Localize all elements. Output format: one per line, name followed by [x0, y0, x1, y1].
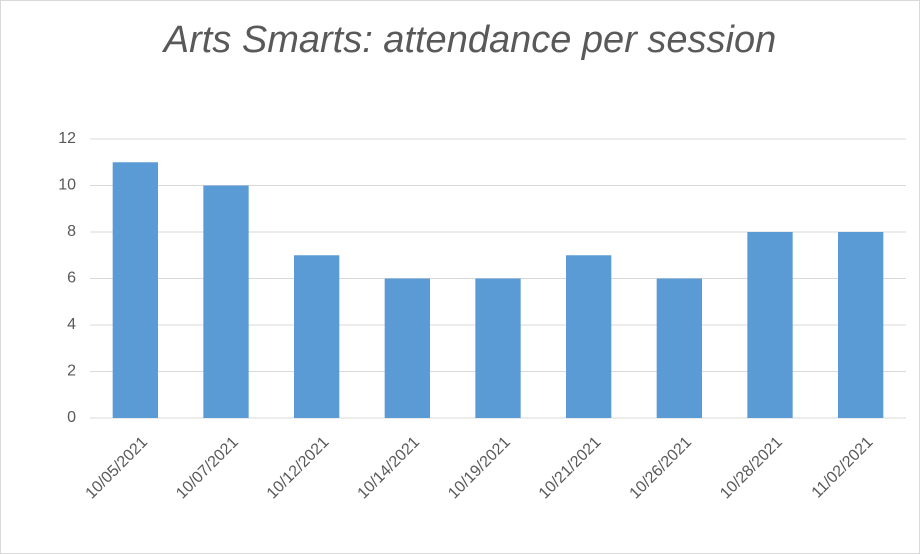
y-tick-label: 2 — [67, 363, 76, 380]
bar — [747, 232, 793, 418]
bar — [203, 185, 249, 418]
bar — [112, 162, 158, 418]
y-tick-label: 4 — [67, 316, 76, 333]
y-tick-label: 10 — [58, 177, 76, 194]
bar — [475, 278, 521, 418]
y-tick-label: 0 — [67, 409, 76, 426]
bar — [566, 255, 612, 418]
bar — [838, 232, 884, 418]
bar — [656, 278, 702, 418]
bar — [294, 255, 340, 418]
y-tick-label: 12 — [58, 130, 76, 147]
bar — [384, 278, 430, 418]
y-tick-label: 6 — [67, 270, 76, 287]
y-tick-label: 8 — [67, 223, 76, 240]
chart-title: Arts Smarts: attendance per session — [162, 19, 777, 61]
